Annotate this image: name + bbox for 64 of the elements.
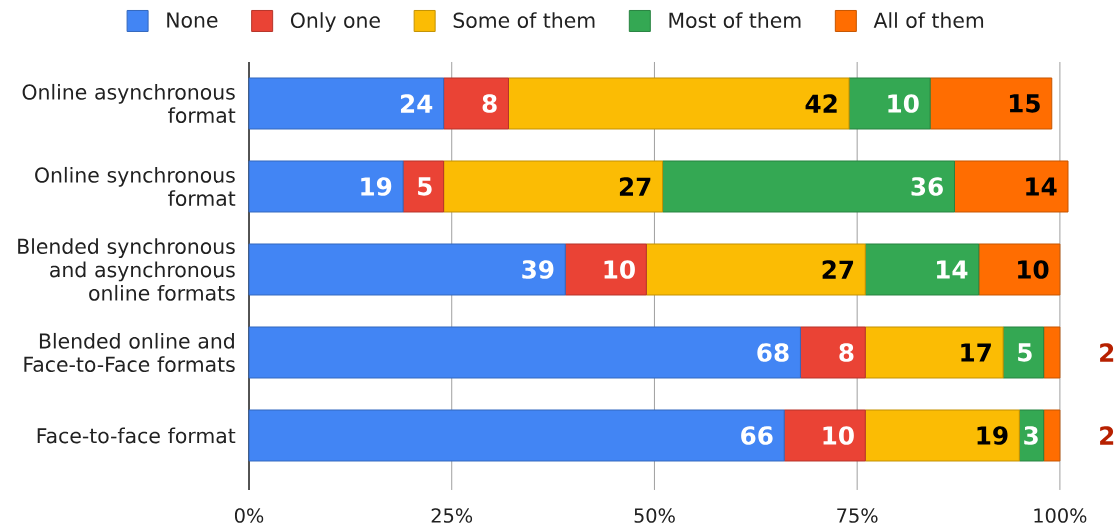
data-label: 42 bbox=[805, 94, 837, 113]
data-label: 19 bbox=[977, 426, 1008, 445]
legend-label: Some of them bbox=[453, 12, 595, 29]
data-label: 68 bbox=[757, 343, 789, 362]
bar bbox=[929, 77, 1053, 130]
x-tick-label: 0% bbox=[234, 508, 264, 523]
legend-label: Only one bbox=[290, 12, 380, 32]
data-label: 36 bbox=[911, 177, 943, 196]
bar bbox=[507, 77, 850, 130]
bar bbox=[443, 160, 664, 213]
y-tick-label: Face-to-face format bbox=[37, 427, 236, 444]
bar bbox=[564, 243, 647, 296]
x-tick-label: 25% bbox=[431, 508, 473, 523]
data-label: 14 bbox=[1026, 177, 1057, 196]
data-label: 10 bbox=[888, 94, 919, 113]
legend-label: All of them bbox=[873, 12, 984, 29]
data-label: 5 bbox=[418, 177, 432, 196]
bar bbox=[783, 409, 866, 462]
bar bbox=[248, 409, 785, 462]
x-tick-label: 50% bbox=[634, 508, 675, 523]
bar bbox=[248, 326, 801, 379]
bar bbox=[953, 160, 1069, 213]
data-label: 8 bbox=[839, 343, 854, 362]
bar bbox=[248, 160, 404, 213]
bar bbox=[799, 326, 866, 379]
x-tick-label: 75% bbox=[837, 508, 878, 523]
data-label: 3 bbox=[1024, 426, 1038, 445]
x-tick-label: 100% bbox=[1034, 508, 1087, 523]
data-label: 17 bbox=[961, 343, 991, 362]
bar bbox=[1002, 326, 1045, 379]
bar bbox=[978, 243, 1061, 296]
data-label: 14 bbox=[936, 260, 968, 279]
data-label: 8 bbox=[482, 94, 497, 113]
bar bbox=[864, 326, 1004, 379]
bar bbox=[1043, 326, 1061, 379]
bar bbox=[443, 77, 509, 130]
bar bbox=[248, 77, 445, 130]
bar bbox=[645, 243, 866, 296]
data-label: 24 bbox=[400, 94, 433, 113]
data-label: 19 bbox=[361, 177, 392, 196]
data-label: 5 bbox=[1018, 343, 1032, 362]
data-label: 66 bbox=[741, 426, 773, 445]
y-tick-label: Online synchronous format bbox=[35, 166, 236, 207]
bar bbox=[402, 160, 445, 213]
data-label: 2 bbox=[1100, 426, 1114, 445]
data-label: 2 bbox=[1100, 343, 1114, 362]
data-label: 27 bbox=[822, 260, 854, 279]
bar bbox=[864, 243, 980, 296]
data-label: 10 bbox=[1018, 260, 1049, 279]
y-tick-label: Blended online and Face-to-Face formats bbox=[24, 332, 235, 373]
data-label: 15 bbox=[1009, 94, 1040, 113]
data-label: 10 bbox=[604, 260, 635, 279]
y-tick-label: Blended synchronous and asynchronous online formats bbox=[18, 238, 235, 301]
data-label: 10 bbox=[823, 426, 854, 445]
bar bbox=[864, 409, 1020, 462]
data-label: 39 bbox=[522, 260, 554, 279]
bar bbox=[662, 160, 955, 213]
bar bbox=[848, 77, 931, 130]
legend-label: None bbox=[167, 12, 218, 28]
bar bbox=[1043, 409, 1061, 462]
legend-label: Most of them bbox=[669, 12, 801, 29]
data-label: 27 bbox=[619, 177, 651, 196]
bar bbox=[248, 243, 566, 296]
y-tick-label: Online asynchronous format bbox=[22, 83, 236, 124]
